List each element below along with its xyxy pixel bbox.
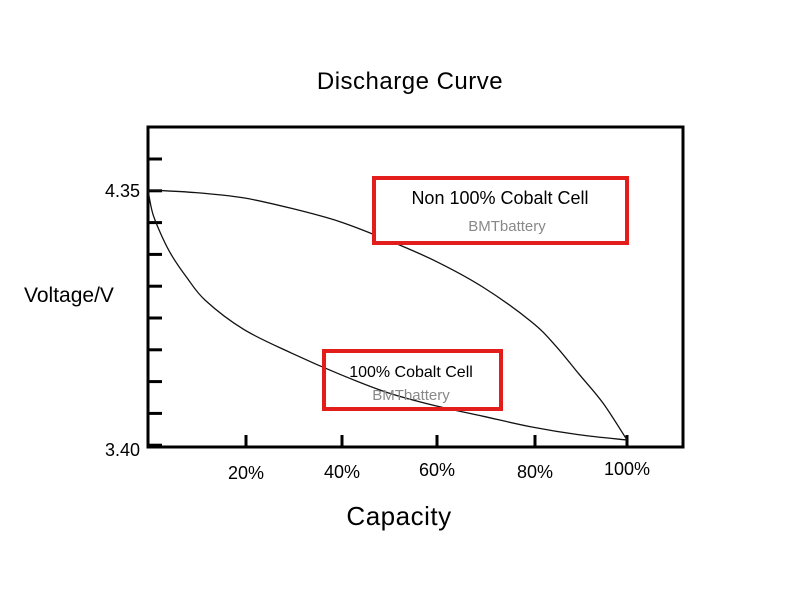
x-tick-labels: 20% 40% 60% 80% 100% <box>228 459 650 483</box>
series-layer <box>147 189 628 441</box>
series-cobalt-line <box>147 189 628 441</box>
x-tick-label: 80% <box>517 462 553 482</box>
x-tick-label: 40% <box>324 462 360 482</box>
x-tick-label: 20% <box>228 463 264 483</box>
chart-title: Discharge Curve <box>317 68 503 95</box>
annotation-cobalt: 100% Cobalt Cell BMTbattery <box>322 349 503 411</box>
annotation-non-cobalt: Non 100% Cobalt Cell BMTbattery <box>372 176 629 245</box>
x-tick-label: 100% <box>604 459 650 479</box>
annotation-non-cobalt-title: Non 100% Cobalt Cell <box>411 188 588 208</box>
x-axis-ticks <box>244 435 629 447</box>
annotation-cobalt-title: 100% Cobalt Cell <box>349 364 473 381</box>
annotation-cobalt-box <box>322 349 503 411</box>
x-tick-label: 60% <box>419 460 455 480</box>
annotation-non-cobalt-watermark: BMTbattery <box>468 218 546 235</box>
x-axis-label: Capacity <box>346 501 451 531</box>
y-axis-ticks <box>148 157 162 447</box>
y-tick-label-bottom: 3.40 <box>105 440 140 460</box>
annotation-non-cobalt-box <box>372 176 629 245</box>
y-tick-label-top: 4.35 <box>105 181 140 201</box>
series-non-cobalt-line <box>147 189 628 441</box>
annotation-cobalt-watermark: BMTbattery <box>372 387 450 404</box>
y-axis-label: Voltage/V <box>24 284 114 307</box>
